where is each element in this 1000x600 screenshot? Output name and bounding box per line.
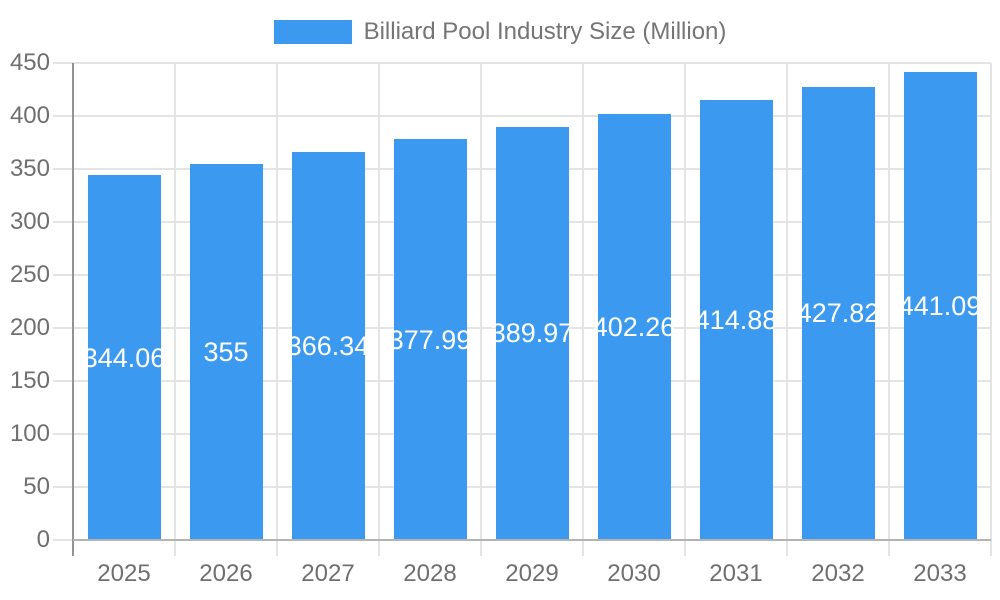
y-axis-tick: [53, 539, 73, 541]
bar[interactable]: [291, 151, 365, 539]
legend-swatch: [273, 20, 352, 44]
bar-value-label: 441.09: [898, 291, 982, 322]
v-gridline: [684, 63, 686, 540]
v-gridline: [378, 63, 380, 540]
y-axis-tick: [53, 168, 73, 170]
y-tick-label: 400: [9, 102, 50, 129]
bar[interactable]: [597, 113, 671, 539]
y-axis-tick: [53, 380, 73, 382]
bar[interactable]: [393, 139, 467, 539]
bar-value-label: 414.88: [694, 305, 778, 336]
bar[interactable]: [87, 175, 161, 539]
legend[interactable]: Billiard Pool Industry Size (Million): [0, 18, 1000, 46]
y-tick-label: 300: [9, 208, 50, 235]
y-axis-tick: [53, 327, 73, 329]
bar[interactable]: [699, 100, 773, 539]
y-tick-label: 200: [9, 314, 50, 341]
y-tick-label: 100: [9, 420, 50, 447]
h-gridline: [73, 115, 991, 117]
x-tick-label: 2031: [709, 560, 763, 587]
y-axis-tick: [53, 486, 73, 488]
y-axis-tick: [53, 274, 73, 276]
v-gridline: [480, 63, 482, 540]
x-tick-label: 2033: [913, 560, 967, 587]
v-gridline: [582, 63, 584, 540]
x-axis-tick: [174, 540, 176, 556]
bar[interactable]: [903, 72, 977, 539]
x-axis-tick: [582, 540, 584, 556]
bar-value-label: 355: [203, 336, 249, 367]
y-axis-tick: [53, 221, 73, 223]
x-tick-label: 2030: [607, 560, 661, 587]
bar-value-label: 427.82: [796, 298, 880, 329]
x-axis-tick: [990, 540, 992, 556]
x-tick-label: 2032: [811, 560, 865, 587]
x-axis-tick: [684, 540, 686, 556]
legend-series-label: Billiard Pool Industry Size (Million): [363, 18, 727, 45]
x-tick-label: 2029: [505, 560, 559, 587]
v-gridline: [174, 63, 176, 540]
y-tick-label: 450: [9, 49, 50, 76]
bar-value-label: 377.99: [388, 324, 472, 355]
bar-value-label: 344.06: [82, 342, 166, 373]
x-tick-label: 2026: [199, 560, 253, 587]
x-tick-label: 2025: [97, 560, 151, 587]
v-gridline: [276, 63, 278, 540]
y-axis-tick: [53, 433, 73, 435]
bar-value-label: 366.34: [286, 330, 370, 361]
v-gridline: [990, 63, 992, 540]
x-tick-label: 2028: [403, 560, 457, 587]
x-axis-tick: [378, 540, 380, 556]
y-tick-label: 250: [9, 261, 50, 288]
x-axis-tick: [888, 540, 890, 556]
x-axis-tick: [786, 540, 788, 556]
x-axis-tick: [276, 540, 278, 556]
v-gridline: [888, 63, 890, 540]
h-gridline: [73, 62, 991, 64]
y-axis-tick: [53, 62, 73, 64]
v-gridline: [786, 63, 788, 540]
x-tick-label: 2027: [301, 560, 355, 587]
y-axis-tick: [53, 115, 73, 117]
bar-value-label: 389.97: [490, 318, 574, 349]
y-tick-label: 150: [9, 367, 50, 394]
y-tick-label: 50: [23, 473, 50, 500]
y-tick-label: 350: [9, 155, 50, 182]
x-axis-tick: [480, 540, 482, 556]
y-axis-line: [72, 63, 74, 556]
y-tick-label: 0: [36, 526, 50, 553]
bar-value-label: 402.26: [592, 311, 676, 342]
bar[interactable]: [801, 86, 875, 539]
x-axis-baseline-overlay: [73, 539, 991, 541]
bar[interactable]: [495, 126, 569, 539]
bar[interactable]: [189, 163, 263, 539]
